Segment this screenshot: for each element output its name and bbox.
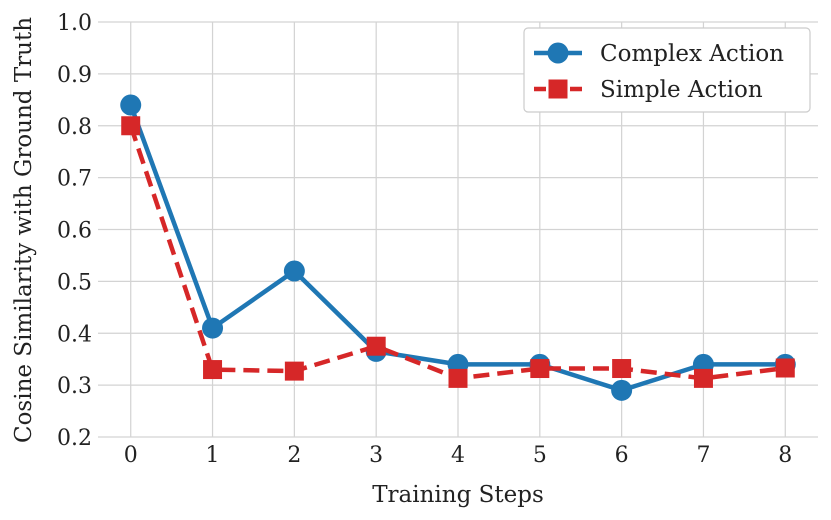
data-point-simple-action bbox=[284, 361, 304, 381]
data-point-simple-action bbox=[366, 336, 386, 356]
legend-entry-simple-action: Simple Action bbox=[534, 77, 763, 103]
x-tick-label: 8 bbox=[778, 443, 792, 468]
x-axis-ticks: 0 1 2 3 4 5 6 7 8 bbox=[124, 443, 793, 468]
legend-frame bbox=[523, 27, 811, 113]
y-tick-label: 0.8 bbox=[57, 115, 92, 140]
legend-label-complex-action: Complex Action bbox=[600, 41, 784, 67]
data-point-complex-action bbox=[283, 260, 305, 282]
x-tick-label: 7 bbox=[696, 443, 710, 468]
data-point-complex-action bbox=[611, 379, 633, 401]
x-tick-label: 6 bbox=[615, 443, 629, 468]
x-tick-label: 5 bbox=[533, 443, 547, 468]
series bbox=[120, 94, 796, 401]
legend-marker-complex-action bbox=[547, 42, 569, 64]
data-point-simple-action bbox=[121, 116, 141, 136]
legend-label-simple-action: Simple Action bbox=[600, 77, 763, 103]
data-point-simple-action bbox=[693, 368, 713, 388]
y-tick-label: 0.4 bbox=[57, 322, 92, 347]
data-point-simple-action bbox=[775, 358, 795, 378]
y-axis-ticks: 0.2 0.3 0.4 0.5 0.6 0.7 0.8 0.9 1.0 bbox=[57, 11, 92, 451]
x-axis-label: Training Steps bbox=[372, 482, 544, 508]
x-tick-label: 1 bbox=[206, 443, 220, 468]
series-simple-action bbox=[121, 116, 795, 388]
y-tick-label: 0.2 bbox=[57, 426, 92, 451]
data-point-simple-action bbox=[612, 359, 632, 379]
x-tick-label: 4 bbox=[451, 443, 465, 468]
legend-marker-simple-action bbox=[548, 79, 568, 99]
x-tick-label: 0 bbox=[124, 443, 138, 468]
y-axis-label: Cosine Similarity with Ground Truth bbox=[11, 17, 37, 443]
data-point-simple-action bbox=[530, 359, 550, 379]
data-point-complex-action bbox=[120, 94, 142, 116]
y-tick-label: 1.0 bbox=[57, 11, 92, 36]
x-tick-label: 2 bbox=[287, 443, 301, 468]
y-tick-label: 0.5 bbox=[57, 270, 92, 295]
y-tick-label: 0.3 bbox=[57, 374, 92, 399]
legend: Complex Action Simple Action bbox=[523, 27, 811, 113]
data-point-simple-action bbox=[203, 360, 223, 380]
y-tick-label: 0.7 bbox=[57, 167, 92, 192]
y-tick-label: 0.9 bbox=[57, 63, 92, 88]
y-tick-label: 0.6 bbox=[57, 219, 92, 244]
data-point-simple-action bbox=[448, 368, 468, 388]
x-tick-label: 3 bbox=[369, 443, 383, 468]
data-point-complex-action bbox=[202, 317, 224, 339]
legend-entry-complex-action: Complex Action bbox=[534, 41, 784, 67]
